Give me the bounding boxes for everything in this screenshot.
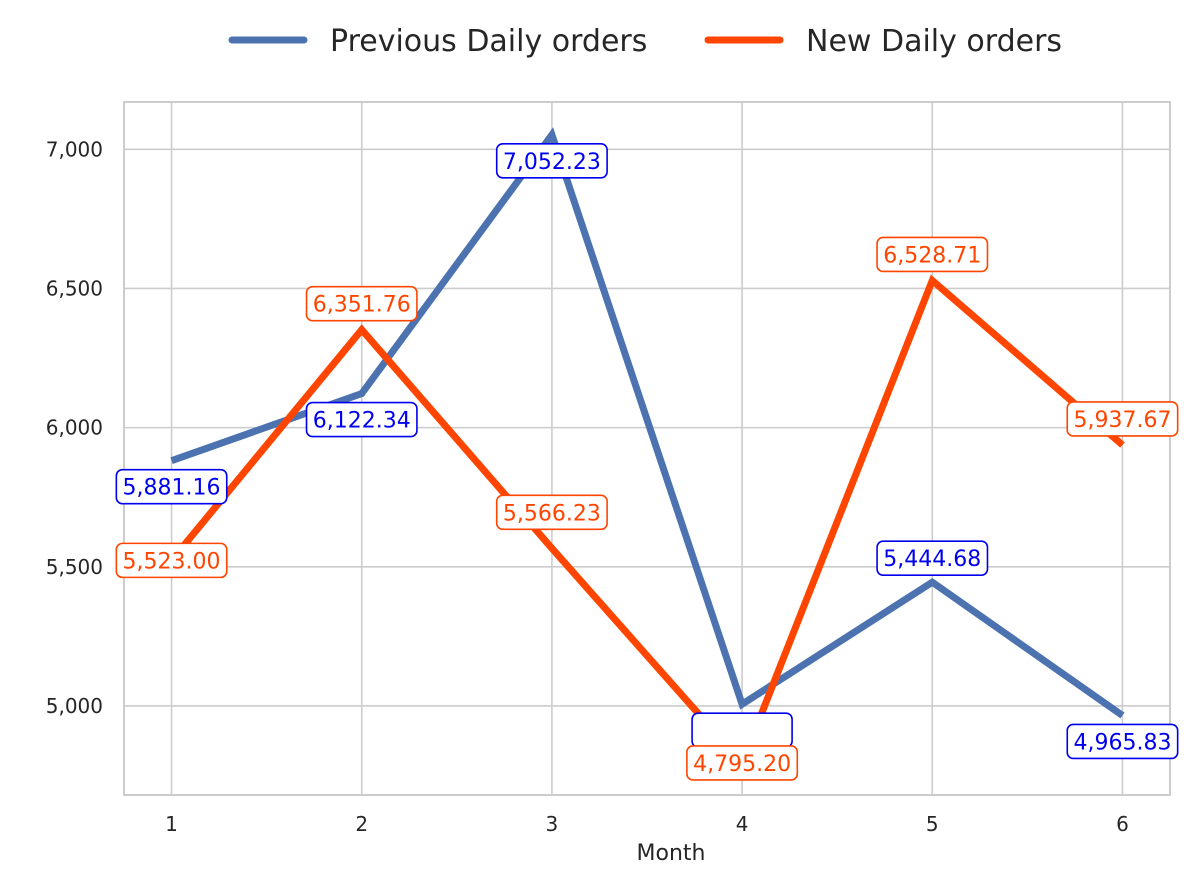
data-label: 6,528.71 [876, 236, 989, 273]
data-label: 5,566.23 [495, 494, 608, 531]
legend: Previous Daily orders New Daily orders [228, 24, 1062, 59]
data-label: 5,937.67 [1066, 401, 1179, 437]
data-label-box [115, 542, 228, 579]
data-label-text: 5,444.68 [883, 547, 981, 572]
series-line-new [168, 274, 1125, 770]
legend-label: Previous Daily orders [330, 24, 647, 59]
legend-item: New Daily orders [704, 24, 1062, 59]
y-tick-label: 6,500 [46, 276, 103, 300]
data-label: 5,444.68 [876, 540, 989, 576]
data-label-box [305, 285, 418, 322]
data-label: 6,351.76 [305, 285, 418, 322]
data-label: 6,122.34 [305, 401, 418, 438]
data-label-text: 7,052.23 [503, 150, 601, 175]
x-tick-label: 3 [546, 812, 559, 836]
data-label-box [691, 712, 793, 749]
x-axis-ticks: 1 2 3 4 5 6 [165, 812, 1129, 836]
data-label-box [1066, 401, 1179, 437]
data-label-box [115, 468, 228, 505]
data-label: 4,965.83 [1066, 723, 1179, 760]
data-label-box [686, 745, 799, 781]
data-label: 5,881.16 [115, 468, 228, 505]
x-tick-label: 6 [1116, 812, 1129, 836]
data-label-text: 5,523.00 [123, 549, 221, 574]
data-label-text: 6,122.34 [313, 409, 411, 434]
x-tick-label: 1 [165, 812, 178, 836]
data-label-text: 5,937.67 [1073, 408, 1171, 433]
data-label-box [1066, 723, 1179, 760]
data-label-text: 4,965.83 [1073, 730, 1171, 755]
data-label-text: 6,528.71 [883, 243, 981, 268]
y-tick-label: 6,000 [46, 416, 103, 440]
data-labels: 5,881.16 6,122.34 7,052.23 5,444.68 4,965.83… [115, 142, 1179, 781]
x-tick-label: 2 [355, 812, 368, 836]
data-label-text: 5,881.16 [123, 476, 221, 501]
plot-frame [123, 101, 1171, 796]
data-label-text: 6,351.76 [313, 293, 411, 318]
series-lines [168, 127, 1125, 770]
legend-item: Previous Daily orders [228, 24, 647, 59]
data-label: 7,052.23 [495, 142, 608, 179]
data-label [691, 712, 793, 749]
data-label: 4,795.20 [686, 745, 799, 781]
grid [124, 102, 1170, 795]
x-tick-label: 5 [926, 812, 939, 836]
data-label-text: 4,795.20 [693, 752, 791, 777]
x-axis-label: Month [637, 841, 706, 866]
data-label-box [495, 142, 608, 179]
data-label-box [495, 494, 608, 531]
legend-label: New Daily orders [806, 24, 1062, 59]
data-label-box [305, 401, 418, 438]
y-axis-ticks: 5,000 5,500 6,000 6,500 7,000 [46, 137, 103, 718]
y-tick-label: 5,000 [46, 694, 103, 718]
data-label-box [876, 236, 989, 273]
data-label-box [876, 540, 989, 576]
y-tick-label: 7,000 [46, 137, 103, 161]
x-tick-label: 4 [736, 812, 749, 836]
y-tick-label: 5,500 [46, 555, 103, 579]
data-label: 5,523.00 [115, 542, 228, 579]
data-label-text: 5,566.23 [503, 501, 601, 526]
